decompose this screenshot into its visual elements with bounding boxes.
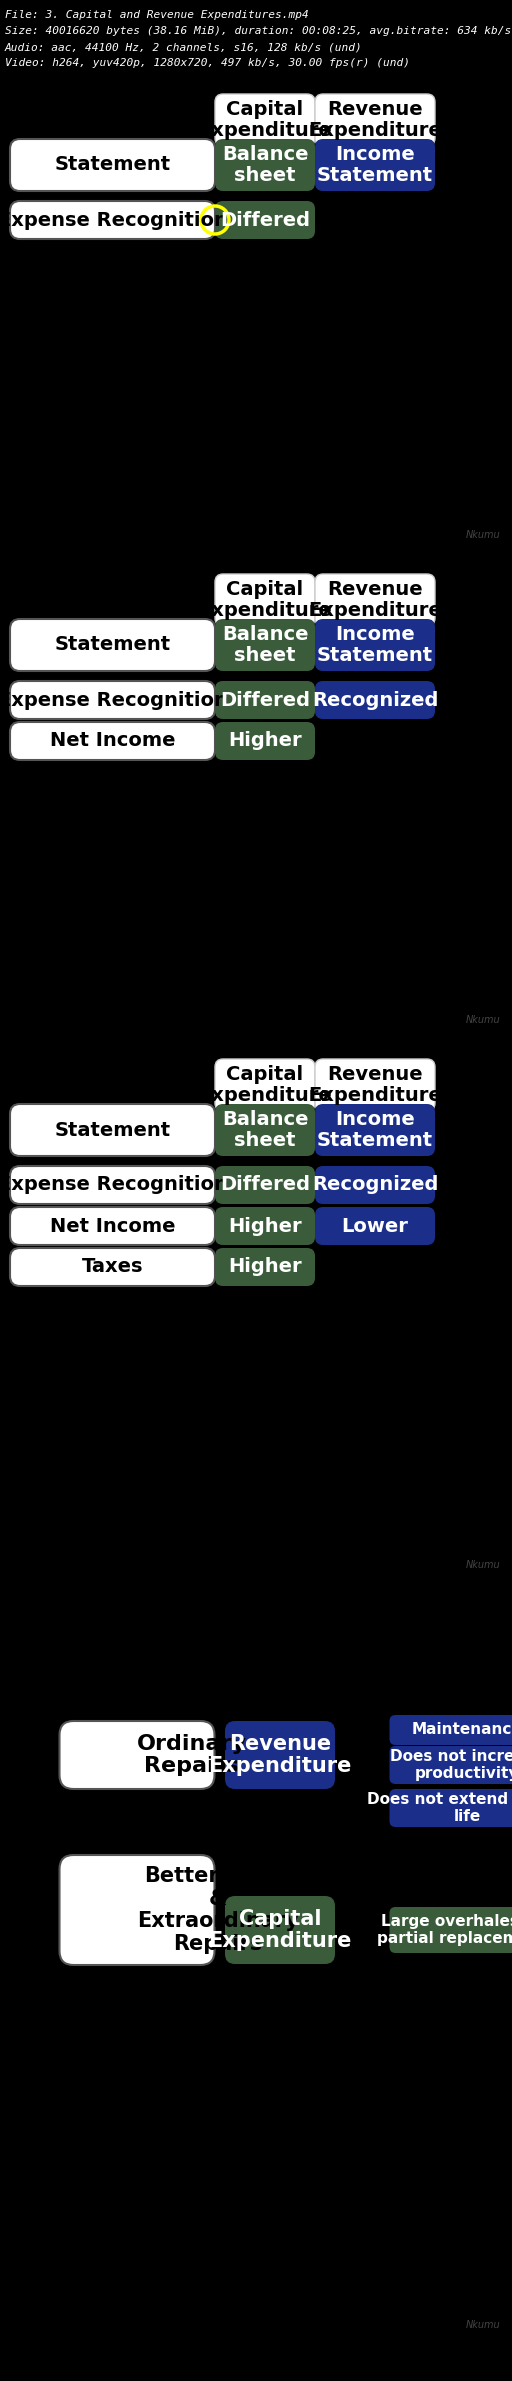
FancyBboxPatch shape (10, 721, 215, 760)
FancyBboxPatch shape (215, 574, 315, 626)
FancyBboxPatch shape (315, 138, 435, 190)
Text: Does not increase
productivity: Does not increase productivity (390, 1750, 512, 1781)
Text: Does not extend useful
life: Does not extend useful life (368, 1793, 512, 1824)
Text: Nkumu: Nkumu (465, 2319, 500, 2331)
FancyBboxPatch shape (390, 1907, 512, 1952)
FancyBboxPatch shape (315, 619, 435, 671)
FancyBboxPatch shape (315, 1060, 435, 1112)
FancyBboxPatch shape (215, 200, 315, 238)
Text: Higher: Higher (228, 1257, 302, 1276)
FancyBboxPatch shape (315, 1207, 435, 1245)
FancyBboxPatch shape (315, 1105, 435, 1157)
FancyBboxPatch shape (315, 681, 435, 719)
Text: Nkumu: Nkumu (465, 1014, 500, 1024)
Text: Net Income: Net Income (50, 1217, 175, 1236)
FancyBboxPatch shape (10, 1105, 215, 1157)
FancyBboxPatch shape (10, 1167, 215, 1205)
Text: Maintenance: Maintenance (412, 1721, 512, 1738)
FancyBboxPatch shape (225, 1895, 335, 1964)
Text: Expense Recognition: Expense Recognition (0, 690, 227, 710)
Text: Statement: Statement (54, 155, 170, 174)
FancyBboxPatch shape (390, 1788, 512, 1826)
Text: Nkumu: Nkumu (465, 1560, 500, 1569)
Text: Capital
Expenditure: Capital Expenditure (208, 1910, 352, 1950)
FancyBboxPatch shape (215, 1167, 315, 1205)
Text: Differed: Differed (220, 690, 310, 710)
FancyBboxPatch shape (390, 1714, 512, 1745)
Text: Large overhales our
partial replacements: Large overhales our partial replacements (377, 1914, 512, 1945)
Text: Expense Recognition: Expense Recognition (0, 210, 227, 229)
Text: Expense Recognition: Expense Recognition (0, 1176, 227, 1195)
FancyBboxPatch shape (215, 1248, 315, 1286)
Text: Income
Statement: Income Statement (317, 145, 433, 186)
Text: Balance
sheet: Balance sheet (222, 1110, 308, 1150)
FancyBboxPatch shape (215, 93, 315, 145)
Text: Statement: Statement (54, 1121, 170, 1140)
FancyBboxPatch shape (215, 138, 315, 190)
FancyBboxPatch shape (390, 1745, 512, 1783)
FancyBboxPatch shape (215, 681, 315, 719)
FancyBboxPatch shape (215, 1207, 315, 1245)
Text: Statement: Statement (54, 636, 170, 655)
FancyBboxPatch shape (10, 138, 215, 190)
Text: Capital
Expenditure: Capital Expenditure (198, 581, 332, 619)
FancyBboxPatch shape (59, 1855, 215, 1964)
Text: Higher: Higher (228, 1217, 302, 1236)
Text: Audio: aac, 44100 Hz, 2 channels, s16, 128 kb/s (und): Audio: aac, 44100 Hz, 2 channels, s16, 1… (5, 43, 362, 52)
Text: Taxes: Taxes (82, 1257, 143, 1276)
FancyBboxPatch shape (10, 681, 215, 719)
Text: Video: h264, yuv420p, 1280x720, 497 kb/s, 30.00 fps(r) (und): Video: h264, yuv420p, 1280x720, 497 kb/s… (5, 57, 410, 69)
Text: Revenue
Expenditure: Revenue Expenditure (308, 581, 442, 619)
FancyBboxPatch shape (315, 574, 435, 626)
Text: Recognized: Recognized (312, 690, 438, 710)
FancyBboxPatch shape (215, 1105, 315, 1157)
FancyBboxPatch shape (10, 619, 215, 671)
Text: Net Income: Net Income (50, 731, 175, 750)
Text: Betterments
&
Extraordinary
Repairs: Betterments & Extraordinary Repairs (137, 1867, 298, 1952)
Text: Lower: Lower (342, 1217, 409, 1236)
Text: Balance
sheet: Balance sheet (222, 145, 308, 186)
Text: Revenue
Expenditure: Revenue Expenditure (208, 1733, 352, 1776)
Text: Income
Statement: Income Statement (317, 624, 433, 664)
FancyBboxPatch shape (59, 1721, 215, 1788)
FancyBboxPatch shape (215, 1060, 315, 1112)
FancyBboxPatch shape (315, 1167, 435, 1205)
Text: Balance
sheet: Balance sheet (222, 624, 308, 664)
Text: Capital
Expenditure: Capital Expenditure (198, 100, 332, 140)
Text: Recognized: Recognized (312, 1176, 438, 1195)
Text: Ordinary
Repairs: Ordinary Repairs (137, 1733, 247, 1776)
Text: File: 3. Capital and Revenue Expenditures.mp4: File: 3. Capital and Revenue Expenditure… (5, 10, 309, 19)
Text: Revenue
Expenditure: Revenue Expenditure (308, 1064, 442, 1105)
FancyBboxPatch shape (10, 1248, 215, 1286)
FancyBboxPatch shape (10, 1207, 215, 1245)
Text: Differed: Differed (220, 210, 310, 229)
FancyBboxPatch shape (215, 721, 315, 760)
Text: Size: 40016620 bytes (38.16 MiB), duration: 00:08:25, avg.bitrate: 634 kb/s: Size: 40016620 bytes (38.16 MiB), durati… (5, 26, 511, 36)
Text: Nkumu: Nkumu (465, 531, 500, 540)
FancyBboxPatch shape (10, 200, 215, 238)
FancyBboxPatch shape (225, 1721, 335, 1788)
Text: Capital
Expenditure: Capital Expenditure (198, 1064, 332, 1105)
FancyBboxPatch shape (215, 619, 315, 671)
Text: Income
Statement: Income Statement (317, 1110, 433, 1150)
FancyBboxPatch shape (315, 93, 435, 145)
Text: Differed: Differed (220, 1176, 310, 1195)
Text: Higher: Higher (228, 731, 302, 750)
Text: Revenue
Expenditure: Revenue Expenditure (308, 100, 442, 140)
